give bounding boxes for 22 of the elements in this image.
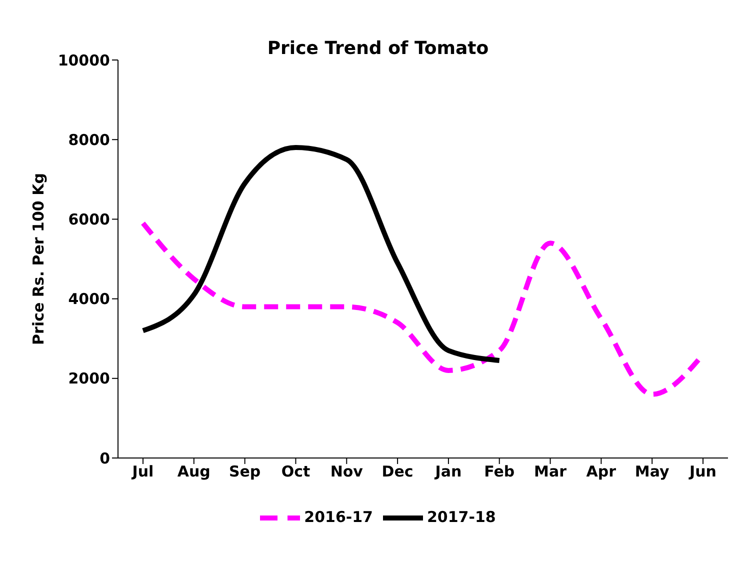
x-tick-label: Nov (330, 462, 364, 481)
x-tick-label: Mar (534, 462, 568, 481)
legend-label: 2017-18 (427, 508, 496, 526)
x-tick-label: Apr (586, 462, 617, 481)
x-tick-label: Aug (177, 462, 210, 481)
x-tick-label: Dec (382, 462, 414, 481)
y-tick-label: 10000 (58, 51, 110, 70)
chart-title: Price Trend of Tomato (267, 38, 489, 59)
x-tick-label: Jul (131, 462, 154, 481)
y-tick-label: 2000 (68, 370, 110, 388)
x-tick-label: May (634, 462, 670, 481)
y-tick-label: 6000 (68, 210, 110, 229)
y-tick-label: 4000 (68, 290, 110, 308)
x-tick-label: Jan (434, 462, 462, 481)
y-tick-label: 8000 (68, 130, 110, 149)
y-tick-label: 0 (100, 449, 110, 468)
y-axis-title: Price Rs. Per 100 Kg (29, 173, 48, 345)
x-tick-label: Feb (484, 462, 515, 481)
x-tick-label: Sep (228, 462, 261, 481)
x-tick-label: Jun (688, 462, 716, 481)
x-tick-label: Oct (281, 462, 310, 481)
legend-label: 2016-17 (304, 508, 373, 526)
